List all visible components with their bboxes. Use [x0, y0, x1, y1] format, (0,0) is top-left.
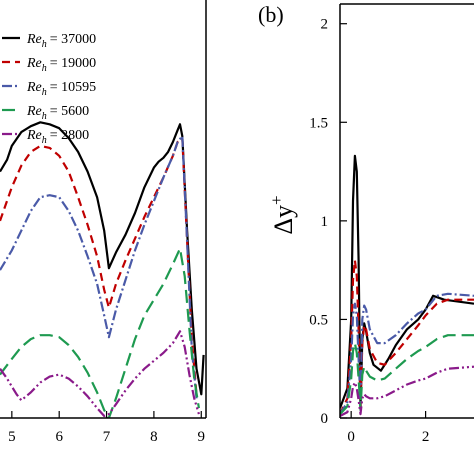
panel-a-x-ticks: 5 6 7 8 9 [8, 411, 205, 445]
panel-a-series-line-4 [0, 330, 200, 418]
x-tick-label: 2 [422, 429, 430, 445]
legend-entry-1: Reh = 19000 [26, 56, 96, 74]
y-tick-label: 0 [321, 411, 329, 427]
legend-base: Re [26, 32, 42, 47]
x-tick-label: 7 [103, 429, 111, 445]
legend-entry-0: Reh = 37000 [26, 32, 96, 50]
panel-b-y-label-sup: + [267, 195, 286, 205]
panel-a-series-line-1 [0, 137, 198, 395]
panel-a-series [0, 121, 205, 418]
x-tick-label: 0 [347, 429, 355, 445]
legend-value: = 5600 [50, 104, 89, 119]
legend-sub: h [42, 135, 47, 146]
panel-b-y-ticks: 0 0.5 1 1.5 2 [309, 17, 347, 427]
x-tick-label: 9 [198, 429, 206, 445]
legend-value: = 2800 [50, 128, 89, 143]
panel-b-y-label: Δy+ [267, 195, 298, 234]
panel-b-label: (b) [258, 2, 284, 27]
panel-a-series-line-2 [0, 135, 198, 399]
legend-sub: h [42, 87, 47, 98]
panel-b-series-line-2 [340, 292, 474, 415]
legend-entry-4: Reh = 2800 [26, 128, 89, 146]
legend-entry-3: Reh = 5600 [26, 104, 89, 122]
panel-b-series-line-4 [340, 365, 474, 417]
panel-a-series-line-3 [0, 247, 200, 418]
legend-sub: h [42, 39, 47, 50]
legend-base: Re [26, 104, 42, 119]
y-tick-label: 0.5 [309, 312, 328, 328]
legend-base: Re [26, 128, 42, 143]
panel-b-y-label-base: Δy [269, 205, 298, 235]
y-tick-label: 2 [321, 17, 329, 33]
legend-value: = 37000 [50, 32, 96, 47]
panel-b-series [340, 154, 474, 417]
panel-b-series-line-1 [340, 259, 474, 415]
legend-base: Re [26, 80, 42, 95]
y-tick-label: 1.5 [309, 115, 328, 131]
legend-value: = 19000 [50, 56, 96, 71]
legend-sub: h [42, 63, 47, 74]
legend-entry-2: Reh = 10595 [26, 80, 96, 98]
panel-a-series-line-0 [0, 121, 205, 396]
x-tick-label: 8 [150, 429, 158, 445]
legend-base: Re [26, 56, 42, 71]
y-tick-label: 1 [321, 214, 329, 230]
legend-sub: h [42, 111, 47, 122]
x-tick-label: 5 [8, 429, 16, 445]
legend-value: = 10595 [50, 80, 96, 95]
x-tick-label: 6 [55, 429, 63, 445]
panel-b-series-line-3 [340, 334, 474, 415]
